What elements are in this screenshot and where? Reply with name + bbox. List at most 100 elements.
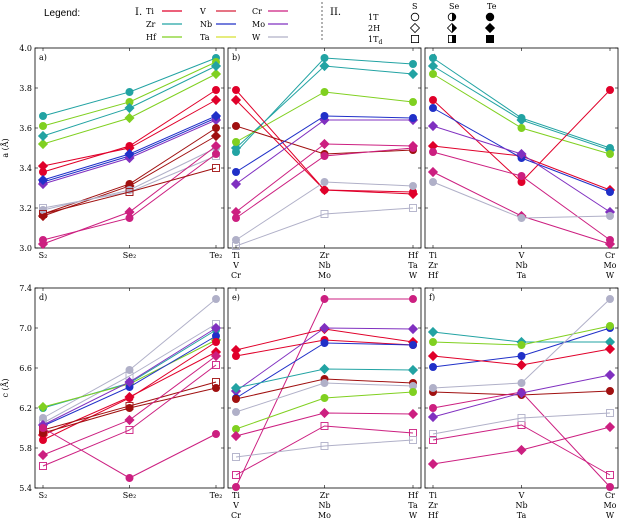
x-tick-label: Cr — [605, 491, 615, 500]
series — [39, 337, 220, 444]
x-tick-label: Mo — [603, 501, 616, 510]
data-point — [124, 376, 135, 388]
legend-marker-half-diamond — [452, 23, 457, 33]
data-point — [606, 471, 614, 479]
data-point — [230, 382, 242, 394]
data-point — [231, 407, 240, 416]
data-point — [517, 378, 526, 387]
data-point — [428, 70, 437, 79]
x-tick-label: Zr — [320, 491, 330, 500]
data-point — [210, 68, 222, 80]
series — [428, 54, 615, 152]
data-point — [408, 340, 417, 349]
data-point — [516, 387, 527, 399]
legend-entry-hf: Hf — [146, 33, 157, 42]
legend-entry-ti: Ti — [146, 7, 154, 16]
data-point — [124, 102, 135, 114]
legend-entry-w: W — [252, 33, 261, 42]
data-point — [606, 321, 615, 330]
series — [429, 409, 614, 438]
panel-label: d) — [39, 293, 47, 302]
x-tick-label: Te₂ — [210, 491, 223, 500]
data-point — [429, 436, 437, 444]
data-point — [408, 114, 417, 123]
data-point — [517, 124, 526, 133]
data-point — [320, 177, 329, 186]
chart-panels: 3.03.23.43.63.84.0a (Å)S₂ Se₂ Te₂a)TiVCrZr… — [1, 44, 619, 519]
series — [231, 387, 417, 433]
series — [230, 407, 419, 442]
series — [231, 88, 417, 146]
data-point — [210, 130, 222, 142]
x-tick-label: S₂ — [39, 491, 48, 500]
data-point — [39, 204, 47, 212]
y-tick-label: 5.4 — [19, 484, 32, 493]
data-point — [37, 174, 49, 186]
series — [230, 363, 419, 394]
series-line — [432, 391, 611, 488]
panel-label: f) — [429, 293, 435, 302]
data-point — [409, 436, 417, 444]
data-point — [320, 210, 329, 218]
legend-marker-half-square — [452, 35, 456, 43]
series — [232, 204, 417, 250]
series — [39, 361, 220, 470]
data-point — [428, 54, 437, 63]
x-tick-label: W — [606, 271, 615, 280]
legend-entry-ta: Ta — [200, 33, 210, 42]
data-point — [320, 393, 329, 402]
y-tick-label: 3.4 — [19, 164, 32, 173]
data-point — [211, 383, 220, 392]
legend-chalcogen-te: Te — [487, 2, 497, 11]
y-tick-label: 6.2 — [19, 404, 32, 413]
series — [427, 421, 616, 470]
series — [39, 164, 220, 218]
series — [427, 120, 616, 218]
data-point — [427, 166, 439, 178]
x-tick-label: S₂ — [39, 251, 48, 260]
data-point — [427, 60, 439, 72]
y-tick-label: 7.4 — [19, 284, 32, 293]
legend-title: Legend: — [44, 8, 80, 19]
x-tick-label: V — [232, 261, 239, 270]
y-axis-label: c (Å) — [1, 378, 10, 397]
panel-label: b) — [232, 53, 240, 62]
data-point — [39, 112, 48, 121]
data-point — [319, 407, 330, 419]
data-point — [37, 138, 49, 150]
series — [39, 149, 220, 244]
data-point — [210, 60, 222, 72]
data-point — [320, 88, 329, 97]
x-tick-label: Cr — [231, 511, 241, 519]
series-line — [235, 425, 414, 476]
series-line — [432, 65, 611, 151]
series-line — [42, 381, 217, 431]
data-point — [427, 120, 439, 132]
legend-marker-half-circle — [452, 13, 456, 21]
data-point — [407, 68, 419, 80]
x-tick-label: V — [518, 251, 525, 260]
legend-marker-square — [410, 35, 419, 44]
legend-chalcogen-s: S — [412, 2, 417, 11]
series — [231, 378, 417, 416]
series — [232, 422, 417, 479]
series — [37, 110, 222, 186]
data-point — [428, 96, 437, 105]
data-point — [408, 181, 417, 190]
data-point — [211, 429, 220, 438]
data-point — [124, 112, 135, 124]
data-point — [606, 187, 615, 196]
data-point — [232, 471, 240, 479]
x-tick-label: Se₂ — [123, 491, 136, 500]
series — [39, 54, 220, 121]
legend-entry-mo: Mo — [252, 20, 265, 29]
series-line — [42, 323, 217, 424]
x-tick-label: W — [409, 271, 418, 280]
data-point — [125, 426, 134, 434]
data-point — [604, 238, 616, 250]
data-point — [231, 482, 240, 491]
data-point — [428, 383, 437, 392]
